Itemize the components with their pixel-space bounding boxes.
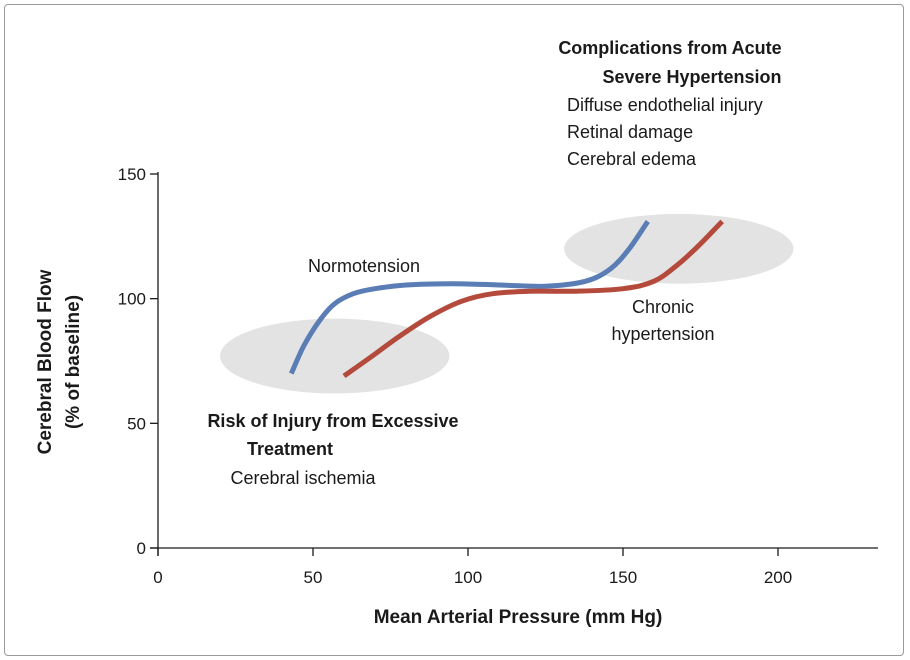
low-risk-zone — [220, 318, 450, 394]
y-tick-label: 50 — [127, 414, 146, 433]
complications-item-3: Cerebral edema — [567, 149, 697, 169]
x-ticks: 0 50 100 150 200 — [153, 548, 792, 587]
y-tick-label: 0 — [137, 539, 146, 558]
complications-title-line1: Complications from Acute — [558, 38, 781, 58]
series-layer — [289, 219, 724, 379]
x-tick-label: 100 — [454, 568, 482, 587]
x-tick-label: 50 — [304, 568, 323, 587]
x-tick-label: 200 — [764, 568, 792, 587]
high-risk-zone — [564, 213, 794, 284]
y-axis-title-line1: Cerebral Blood Flow — [35, 269, 56, 454]
y-axis-title-line2: (% of baseline) — [63, 295, 84, 429]
label-chronic-line1: Chronic — [632, 297, 694, 317]
label-normotension: Normotension — [308, 256, 420, 276]
complications-item-2: Retinal damage — [567, 122, 693, 142]
risk-title-line2: Treatment — [247, 439, 333, 459]
x-tick-label: 150 — [609, 568, 637, 587]
complications-item-1: Diffuse endothelial injury — [567, 95, 763, 115]
label-chronic-line2: hypertension — [611, 324, 714, 344]
y-tick-label: 150 — [118, 165, 146, 184]
figure-frame — [4, 4, 904, 656]
series-line-chronic-hypertension — [342, 219, 724, 379]
y-tick-label: 100 — [118, 290, 146, 309]
risk-item: Cerebral ischemia — [230, 468, 376, 488]
complications-title-line2: Severe Hypertension — [602, 67, 781, 87]
risk-title-line1: Risk of Injury from Excessive — [207, 411, 458, 431]
y-ticks: 0 50 100 150 — [118, 165, 158, 558]
x-tick-label: 0 — [153, 568, 162, 587]
regions-layer — [220, 213, 794, 394]
x-axis-title: Mean Arterial Pressure (mm Hg) — [374, 607, 663, 628]
series-line-normotension — [289, 219, 650, 375]
